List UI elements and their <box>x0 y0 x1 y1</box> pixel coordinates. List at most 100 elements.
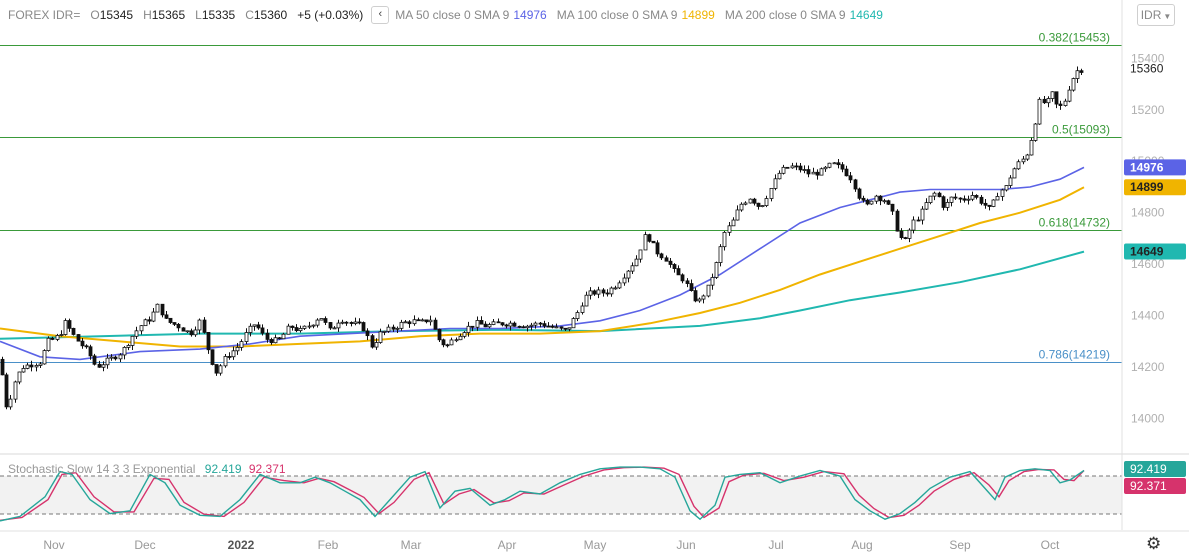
candle-body <box>575 312 580 319</box>
candle-body <box>958 197 963 200</box>
candle-body <box>109 356 114 359</box>
candle-body <box>340 321 345 324</box>
candle-body <box>798 165 803 171</box>
candle-body <box>643 234 648 251</box>
candle-body <box>281 333 286 340</box>
collapse-legend-button[interactable]: ‹ <box>371 6 390 24</box>
candle-body <box>617 282 622 289</box>
candle-body <box>512 322 517 327</box>
candle-body <box>59 334 64 336</box>
candle-body <box>878 195 883 202</box>
candle-body <box>865 199 870 205</box>
settings-gear-icon[interactable]: ⚙ <box>1146 534 1162 553</box>
candle-body <box>403 321 408 324</box>
candle-body <box>840 164 845 170</box>
candle-body <box>302 325 307 329</box>
candle-body <box>659 253 664 259</box>
candle-body <box>689 283 694 292</box>
candle-body <box>496 321 501 324</box>
candle-body <box>466 325 471 333</box>
candle-body <box>357 321 362 324</box>
candle-body <box>517 325 522 328</box>
candle-body <box>1012 168 1017 179</box>
candle-body <box>605 292 610 295</box>
candle-body <box>445 344 450 347</box>
price-tick-label: 14600 <box>1131 257 1165 271</box>
candle-body <box>983 202 988 206</box>
candle-body <box>739 203 744 211</box>
candle-body <box>273 337 278 344</box>
candle-body <box>609 287 614 295</box>
stochastic-d-tag-bg <box>1124 478 1186 494</box>
candle-body <box>269 339 274 344</box>
candle-body <box>105 357 110 366</box>
fib-level-label: 0.5(15093) <box>1052 123 1110 137</box>
candle-body <box>601 289 606 294</box>
ma200-line <box>0 250 1085 340</box>
ma50-price-tag: 14976 <box>1130 160 1164 174</box>
candle-body <box>1033 123 1038 141</box>
price-tick-label: 14000 <box>1131 412 1165 426</box>
candle-body <box>290 325 295 328</box>
candle-body <box>181 327 186 332</box>
symbol-select-button[interactable]: IDR ▼ <box>1137 4 1175 26</box>
price-tick-label: 15200 <box>1131 103 1165 117</box>
candle-body <box>1004 185 1009 191</box>
candle-body <box>857 188 862 199</box>
candle-body <box>970 195 975 200</box>
candle-body <box>953 196 958 199</box>
candle-body <box>995 196 1000 201</box>
candle-body <box>353 321 358 324</box>
candle-body <box>554 326 559 329</box>
candle-body <box>1029 140 1034 156</box>
candle-body <box>525 325 530 329</box>
stochastic-legend: Stochastic Slow 14 3 3 Exponential 92.41… <box>8 462 286 476</box>
candle-body <box>521 326 526 329</box>
candle-body <box>328 322 333 329</box>
candle-body <box>714 262 719 278</box>
candle-body <box>836 162 841 166</box>
candle-body <box>17 371 22 383</box>
candle-body <box>307 325 312 328</box>
price-tick-label: 14200 <box>1131 360 1165 374</box>
candle-body <box>172 322 177 325</box>
candlesticks <box>0 66 1084 410</box>
candle-body <box>697 298 702 302</box>
price-pane-bg <box>0 0 1122 454</box>
high-label: H <box>143 8 152 22</box>
candle-body <box>752 198 757 204</box>
time-tick-label: Feb <box>318 538 339 552</box>
candle-body <box>139 325 144 332</box>
candle-body <box>277 337 282 340</box>
high-value: 15365 <box>151 8 186 22</box>
candle-body <box>151 311 156 322</box>
candle-body <box>638 249 643 260</box>
chart-legend: FOREX IDR= O 15345 H 15365 L 15335 C 15360 +… <box>8 6 883 24</box>
candle-body <box>790 165 795 169</box>
ma200-price-tag: 14649 <box>1130 245 1164 259</box>
price-pane[interactable] <box>0 0 1189 455</box>
candle-body <box>546 325 551 328</box>
candle-body <box>46 337 51 351</box>
candle-body <box>655 242 660 255</box>
stochastic-d-line <box>0 466 1085 521</box>
stochastic-k-tag: 92.419 <box>1130 462 1167 476</box>
candle-body <box>685 280 690 284</box>
candle-body <box>580 305 585 313</box>
candle-body <box>475 320 480 328</box>
candle-body <box>29 364 34 368</box>
candle-body <box>941 196 946 208</box>
candle-body <box>399 321 404 329</box>
candle-body <box>63 320 68 335</box>
candle-body <box>134 330 139 337</box>
candle-body <box>311 324 316 327</box>
candle-body <box>433 319 438 330</box>
low-value: 15335 <box>201 8 236 22</box>
candle-body <box>1079 70 1084 73</box>
candle-body <box>265 332 270 340</box>
candle-body <box>143 319 148 327</box>
candle-body <box>706 284 711 297</box>
candle-body <box>197 319 202 331</box>
candle-body <box>676 268 681 276</box>
